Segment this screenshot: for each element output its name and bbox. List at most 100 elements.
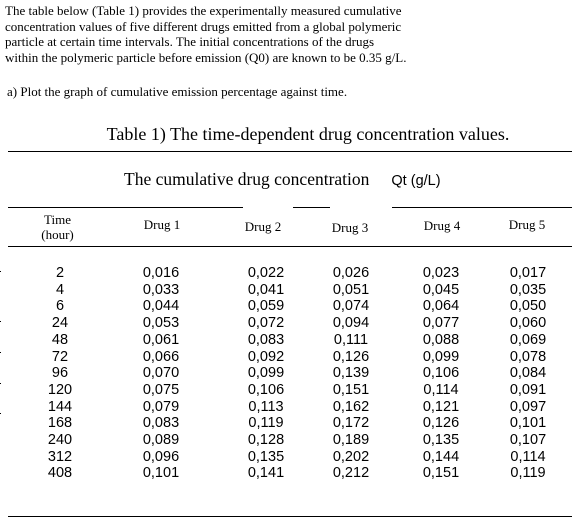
drug-5-cell: 0,091 [509,381,547,398]
group-header-text: The cumulative drug concentration [124,169,370,189]
drug-4-cell: 0,151 [422,465,460,482]
left-tick [0,271,1,272]
group-rule-mid [293,207,330,208]
intro-line: particle at certain time intervals. The … [5,34,375,50]
drug-4-cell: 0,135 [422,432,460,448]
drug-1-cell: 0,016 [142,265,180,281]
drug-5-cell: 0,035 [509,281,547,298]
drug-1-cell: 0,075 [142,381,180,398]
table-row: 240 0,089 0,128 0,189 0,135 0,107 [0,432,588,449]
time-header: Time (hour) [35,212,80,242]
group-header: The cumulative drug concentration Qt (g/L… [124,168,441,192]
table-row: 4 0,033 0,041 0,051 0,045 0,035 [0,282,588,299]
drug-1-cell: 0,053 [142,315,180,332]
drug-4-cell: 0,126 [422,415,460,432]
drug-1-cell: 0,044 [142,298,180,315]
intro-line: within the polymeric particle before emi… [5,49,407,65]
col-header-drug-5: Drug 5 [508,217,546,232]
drug-1-cell: 0,061 [142,331,180,348]
drug-4-cell: 0,099 [422,348,460,365]
drug-1-cell: 0,033 [142,281,180,298]
time-cell: 120 [47,381,73,398]
drug-2-cell: 0,022 [247,265,285,281]
table-row: 96 0,070 0,099 0,139 0,106 0,084 [0,365,588,382]
time-header-unit: (hour) [41,227,74,242]
col-header-drug-2: Drug 2 [244,219,282,234]
drug-4-cell: 0,077 [422,315,460,332]
drug-5-cell: 0,078 [509,348,547,365]
left-tick [0,321,1,322]
drug-5-cell: 0,084 [509,365,547,382]
drug-5-cell: 0,107 [509,432,547,448]
intro-line: The table below (Table 1) provides the e… [5,3,402,18]
time-cell: 96 [51,365,69,382]
drug-5-cell: 0,097 [509,398,547,415]
drug-2-cell: 0,106 [247,381,285,398]
drug-1-cell: 0,083 [142,415,180,432]
drug-4-cell: 0,121 [422,398,460,415]
drug-3-cell: 0,111 [333,331,369,348]
drug-2-cell: 0,119 [248,415,284,432]
group-rule-right [392,207,572,208]
drug-4-cell: 0,114 [423,381,459,398]
drug-4-cell: 0,144 [422,448,460,465]
drug-2-cell: 0,092 [247,348,285,365]
drug-5-cell: 0,050 [509,298,547,315]
table-bottom-rule [8,516,572,517]
drug-1-cell: 0,070 [142,365,180,382]
col-header-drug-3: Drug 3 [331,220,369,235]
question-a: a) Plot the graph of cumulative emission… [7,84,348,99]
table-row: 168 0,083 0,119 0,172 0,126 0,101 [0,415,588,432]
time-cell: 48 [51,331,69,348]
time-header-label: Time [44,212,71,227]
drug-3-cell: 0,126 [332,348,370,365]
table-row: 48 0,061 0,083 0,111 0,088 0,069 [0,332,588,349]
drug-5-cell: 0,017 [509,265,547,281]
time-cell: 240 [47,432,73,448]
intro-line: concentration values of five different d… [5,18,402,34]
drug-2-cell: 0,099 [247,365,285,382]
drug-3-cell: 0,172 [332,415,370,432]
time-cell: 408 [47,465,73,482]
group-header-unit: Qt (g/L) [391,173,441,189]
drug-2-cell: 0,141 [247,465,285,482]
header-bottom-rule [8,246,572,247]
group-rule-left [8,207,243,208]
table-row: 24 0,053 0,072 0,094 0,077 0,060 [0,315,588,332]
drug-3-cell: 0,094 [332,315,370,332]
drug-3-cell: 0,051 [332,281,370,298]
drug-2-cell: 0,072 [247,315,285,332]
table-row: 120 0,075 0,106 0,151 0,114 0,091 [0,382,588,399]
drug-3-cell: 0,189 [332,432,370,448]
drug-3-cell: 0,074 [332,298,370,315]
drug-1-cell: 0,096 [142,448,180,465]
drug-2-cell: 0,135 [247,448,285,465]
left-tick [0,383,1,384]
time-cell: 4 [55,281,65,298]
drug-4-cell: 0,064 [422,298,460,315]
drug-5-cell: 0,119 [510,465,546,482]
table-top-rule [8,151,572,152]
drug-3-cell: 0,212 [332,465,370,482]
drug-4-cell: 0,023 [422,265,460,281]
time-cell: 24 [51,315,69,332]
drug-2-cell: 0,113 [248,398,284,415]
table-row: 72 0,066 0,092 0,126 0,099 0,078 [0,349,588,366]
time-cell: 6 [55,298,65,315]
drug-3-cell: 0,139 [332,365,370,382]
time-cell: 312 [47,448,73,465]
drug-2-cell: 0,059 [247,298,285,315]
drug-1-cell: 0,066 [142,348,180,365]
table-row: 408 0,101 0,141 0,212 0,151 0,119 [0,465,588,482]
drug-4-cell: 0,045 [422,281,460,298]
drug-5-cell: 0,069 [509,331,547,348]
drug-1-cell: 0,089 [142,432,180,448]
drug-3-cell: 0,151 [332,381,370,398]
drug-4-cell: 0,088 [422,331,460,348]
table-row: 312 0,096 0,135 0,202 0,144 0,114 [0,449,588,466]
table-row: 2 0,016 0,022 0,026 0,023 0,017 [0,265,588,282]
drug-5-cell: 0,114 [510,448,546,465]
drug-4-cell: 0,106 [422,365,460,382]
drug-3-cell: 0,026 [332,265,370,281]
drug-2-cell: 0,083 [247,331,285,348]
